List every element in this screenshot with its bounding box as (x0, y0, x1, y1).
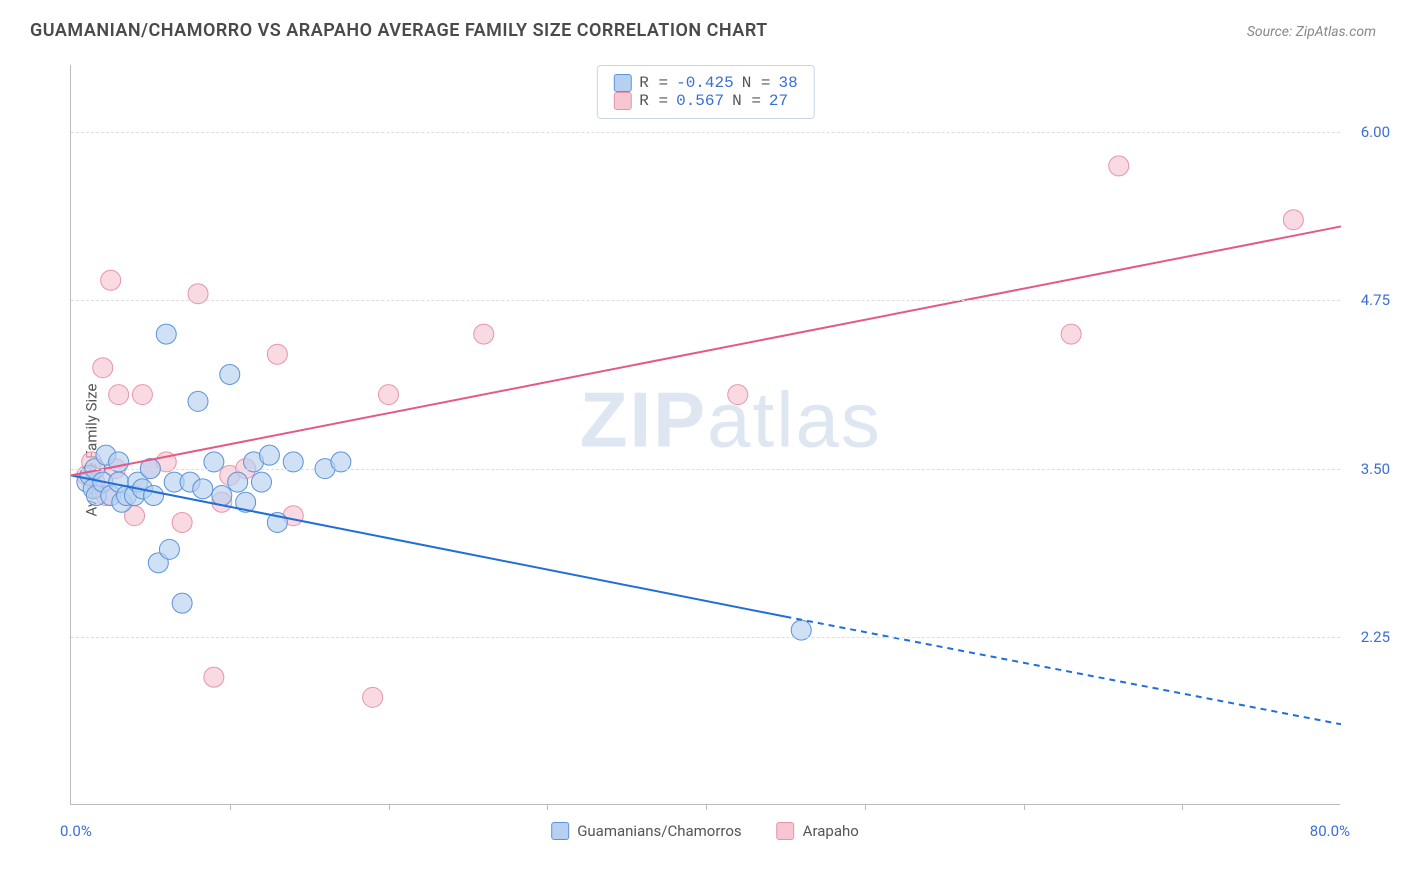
data-point (93, 358, 113, 378)
data-point (204, 667, 224, 687)
data-point (1061, 324, 1081, 344)
legend-row-b: R = 0.567 N = 27 (613, 92, 797, 110)
gridline (71, 300, 1340, 301)
data-point (728, 385, 748, 405)
data-point (144, 486, 164, 506)
plot-area: ZIPatlas R = -0.425 N = 38 R = 0.567 N =… (70, 65, 1340, 805)
gridline (71, 637, 1340, 638)
data-point (379, 385, 399, 405)
legend-item-b: Arapaho (777, 822, 859, 840)
y-tick-label: 6.00 (1361, 123, 1390, 141)
data-point (212, 486, 232, 506)
regression-line (785, 617, 1341, 725)
correlation-legend: R = -0.425 N = 38 R = 0.567 N = 27 (596, 65, 814, 119)
regression-line (71, 226, 1341, 475)
data-point (101, 270, 121, 290)
legend-item-a: Guamanians/Chamorros (551, 822, 741, 840)
data-point (1283, 210, 1303, 230)
x-axis: 0.0% Guamanians/Chamorros Arapaho 80.0% (70, 810, 1340, 840)
data-point (156, 324, 176, 344)
data-point (259, 445, 279, 465)
x-min-label: 0.0% (60, 822, 92, 840)
data-point (228, 472, 248, 492)
data-point (363, 687, 383, 707)
gridline (71, 132, 1340, 133)
legend-row-a: R = -0.425 N = 38 (613, 74, 797, 92)
source-label: Source: ZipAtlas.com (1247, 24, 1376, 40)
series-legend: Guamanians/Chamorros Arapaho (551, 822, 859, 840)
y-tick-label: 4.75 (1361, 291, 1390, 309)
data-point (193, 479, 213, 499)
data-point (172, 512, 192, 532)
data-point (220, 364, 240, 384)
gridline (71, 469, 1340, 470)
y-tick-label: 3.50 (1361, 460, 1390, 478)
data-point (159, 539, 179, 559)
plot-svg (71, 65, 1340, 804)
data-point (474, 324, 494, 344)
x-max-label: 80.0% (1310, 822, 1350, 840)
chart-container: Average Family Size ZIPatlas R = -0.425 … (30, 55, 1380, 845)
data-point (1109, 156, 1129, 176)
data-point (252, 472, 272, 492)
data-point (109, 385, 129, 405)
data-point (172, 593, 192, 613)
data-point (267, 344, 287, 364)
y-tick-label: 2.25 (1361, 628, 1390, 646)
data-point (132, 385, 152, 405)
chart-title: GUAMANIAN/CHAMORRO VS ARAPAHO AVERAGE FA… (30, 20, 768, 41)
data-point (188, 391, 208, 411)
